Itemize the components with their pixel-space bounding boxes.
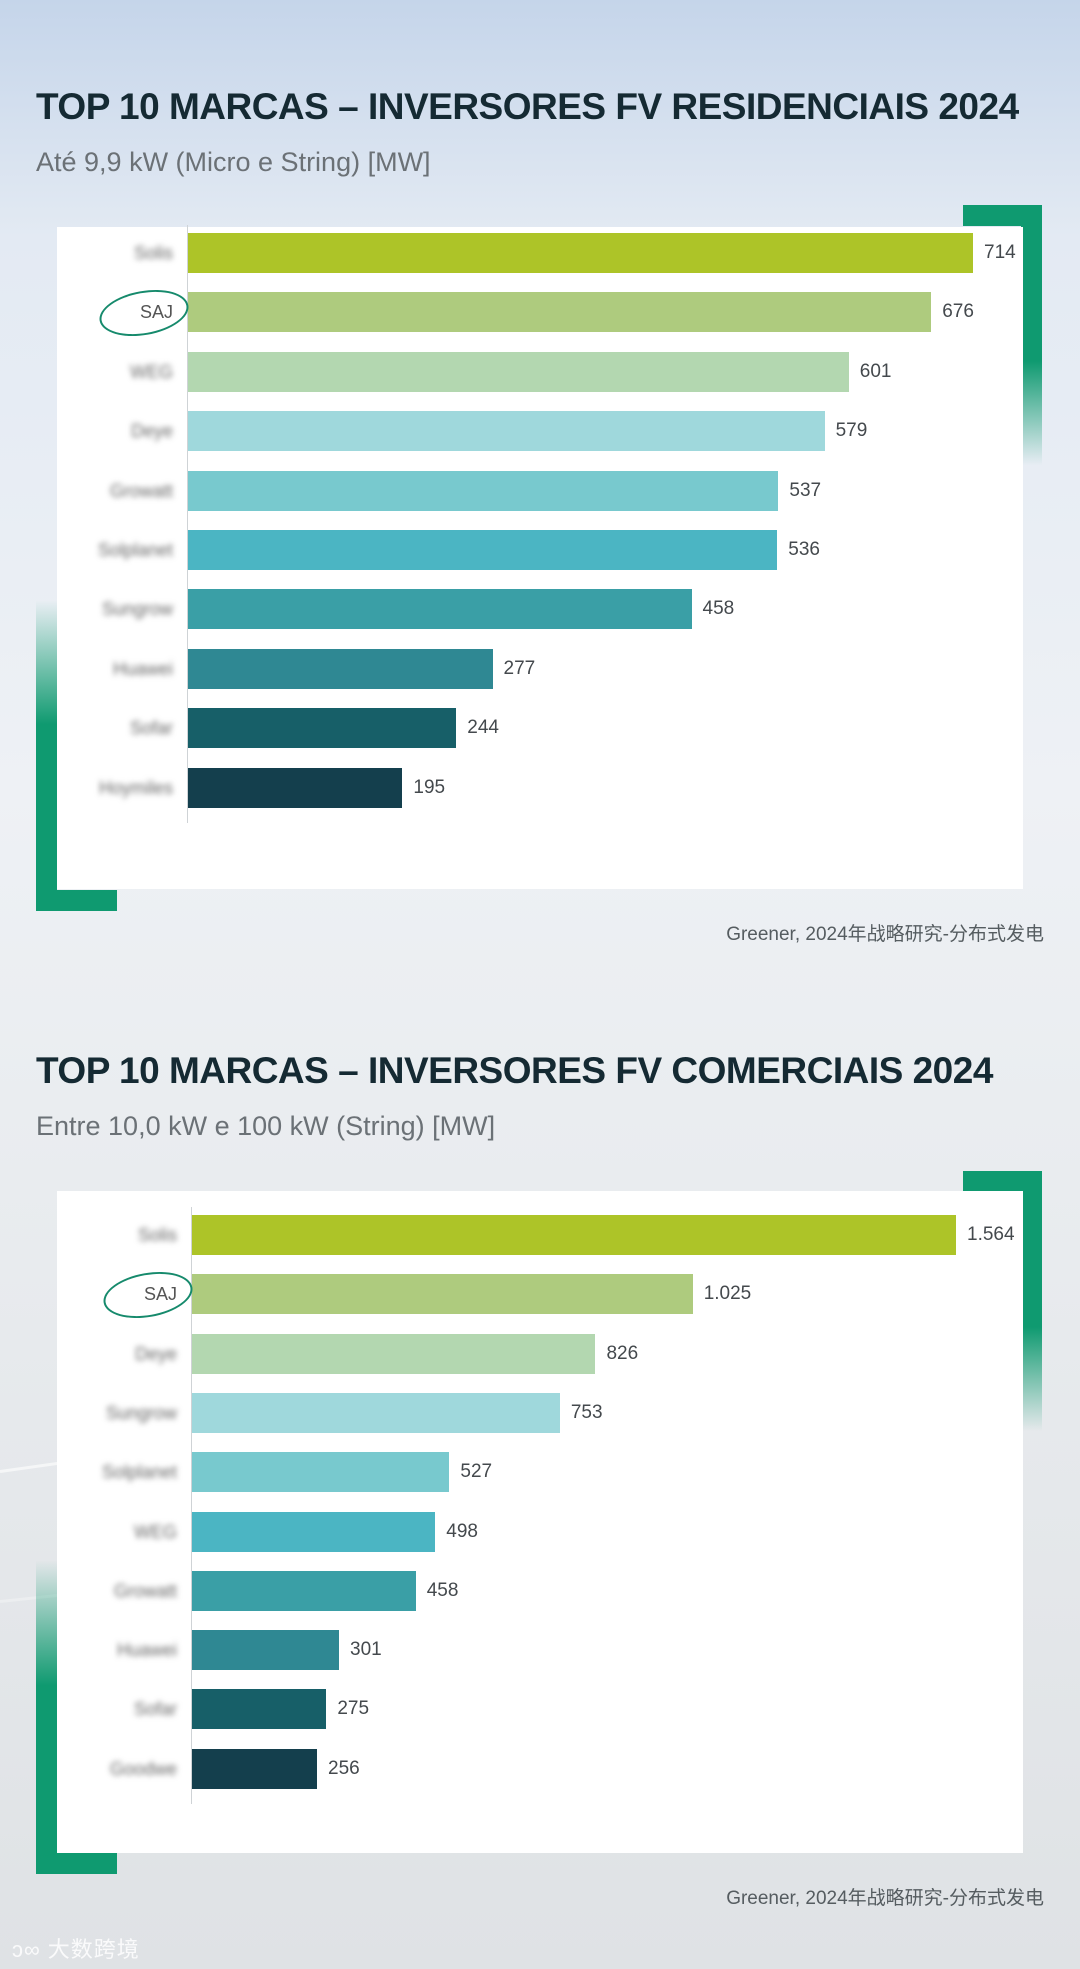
bar-sofar (188, 708, 457, 749)
bracket-decoration (36, 1560, 57, 1874)
category-label: Sofar (133, 1699, 177, 1720)
chart-title-commercial: TOP 10 MARCAS – INVERSORES FV COMERCIAIS… (36, 1050, 993, 1091)
category-label: Goodwe (109, 1758, 177, 1779)
bar-sungrow (192, 1392, 560, 1433)
bracket-decoration (1021, 205, 1042, 465)
category-label: WEG (134, 1521, 177, 1542)
bar-weg (188, 351, 849, 392)
bracket-decoration (36, 890, 117, 911)
data-label: 277 (503, 657, 536, 679)
data-label: 275 (337, 1698, 370, 1720)
data-label: 498 (446, 1520, 478, 1542)
category-label: Sofar (129, 718, 173, 739)
category-label: WEG (130, 361, 173, 382)
bar-deye (192, 1333, 596, 1374)
bar-huawei (192, 1630, 340, 1671)
source-note: Greener, 2024年战略研究-分布式发电 (726, 1888, 1044, 1909)
data-label: 537 (789, 479, 822, 501)
data-label: 301 (350, 1639, 382, 1661)
watermark-logo: ↄ∞ 大数跨境 (12, 1932, 140, 1964)
data-label: 579 (835, 420, 868, 442)
chart-title-residential: TOP 10 MARCAS – INVERSORES FV RESIDENCIA… (36, 86, 1019, 127)
bar-growatt (188, 470, 779, 511)
category-label: Solplanet (97, 540, 173, 560)
watermark-icon: ↄ∞ (12, 1937, 48, 1962)
bar-hoymiles (188, 767, 403, 808)
category-label: Sungrow (105, 1402, 177, 1423)
bar-solis (192, 1215, 956, 1255)
bar-huawei (188, 648, 493, 689)
category-label: Solplanet (101, 1462, 177, 1483)
category-label: Growatt (109, 480, 173, 501)
data-label: 244 (467, 717, 499, 739)
bar-sungrow (188, 589, 692, 630)
chart-subtitle-residential: Até 9,9 kW (Micro e String) [MW] (36, 147, 431, 177)
data-label: 1.025 (703, 1283, 752, 1305)
category-label: SAJ (139, 302, 173, 323)
data-label: 714 (984, 242, 1016, 263)
bar-weg (192, 1511, 436, 1552)
category-label: Deye (130, 421, 173, 442)
data-label: 458 (426, 1579, 459, 1601)
data-label: 601 (859, 360, 892, 382)
category-label: SAJ (143, 1284, 177, 1305)
bar-solplanet (192, 1452, 450, 1493)
category-label: Sungrow (101, 599, 173, 620)
source-note: Greener, 2024年战略研究-分布式发电 (726, 924, 1044, 945)
category-label: Solis (133, 243, 173, 263)
bar-solplanet (188, 530, 778, 570)
data-label: 458 (702, 598, 735, 620)
category-label: Growatt (113, 1580, 177, 1601)
data-label: 1.564 (967, 1224, 1015, 1245)
bracket-decoration (1021, 1171, 1042, 1431)
category-label: Hoymiles (98, 777, 173, 798)
data-label: 195 (413, 776, 446, 798)
data-label: 753 (570, 1401, 603, 1423)
bracket-decoration (36, 1853, 117, 1874)
bar-sofar (192, 1689, 327, 1730)
bar-deye (188, 411, 825, 452)
category-label: Huawei (112, 658, 173, 679)
y-axis-line (191, 1207, 192, 1804)
data-label: 256 (328, 1757, 360, 1779)
bar-growatt (192, 1570, 416, 1611)
bar-solis (188, 233, 973, 273)
category-label: Huawei (116, 1640, 177, 1661)
category-label: Deye (134, 1343, 177, 1364)
bar-saj (188, 292, 932, 333)
chart-card-residential: 714 Solis 676 SAJ 601 WEG 579 Deye 537 Growatt 536… (57, 225, 1023, 889)
bar-goodwe (192, 1748, 318, 1789)
data-label: 536 (788, 539, 820, 560)
data-label: 826 (606, 1342, 639, 1364)
chart-card-commercial: 1.564 Solis 1.025 SAJ 826 Deye 753 Sungrow 527 So… (57, 1191, 1023, 1853)
bracket-decoration (36, 600, 57, 911)
bar-saj (192, 1274, 693, 1315)
data-label: 527 (460, 1461, 493, 1483)
chart-subtitle-commercial: Entre 10,0 kW e 100 kW (String) [MW] (36, 1111, 496, 1141)
category-label: Solis (137, 1225, 177, 1245)
data-label: 676 (942, 301, 974, 323)
watermark-text: 大数跨境 (47, 1937, 140, 1962)
y-axis-line (187, 225, 188, 823)
